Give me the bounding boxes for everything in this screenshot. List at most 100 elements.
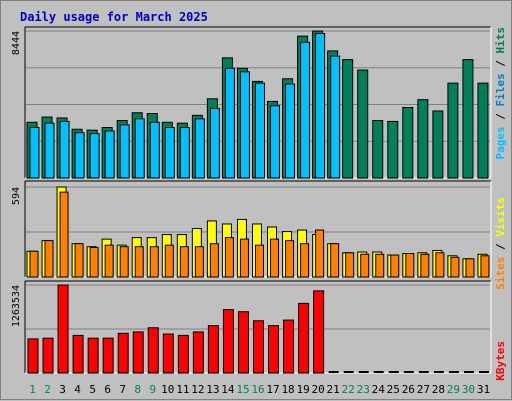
sites-bar	[89, 246, 99, 278]
kbytes-bar	[102, 337, 114, 374]
day-label: 4	[74, 383, 81, 396]
sites-bar	[390, 254, 400, 278]
sites-bar	[375, 253, 385, 278]
kbytes-bar	[283, 319, 295, 374]
files-bar	[29, 127, 40, 179]
day-label: 29	[447, 383, 460, 396]
sites-bar	[74, 243, 84, 278]
legend-kbytes: KBytes	[494, 341, 507, 381]
day-label: 20	[312, 383, 325, 396]
sites-bar	[420, 253, 430, 278]
sites-bar	[465, 258, 475, 278]
day-label: 7	[119, 383, 126, 396]
day-label: 27	[417, 383, 430, 396]
hits-bar	[462, 59, 474, 179]
kbytes-bar	[222, 309, 234, 374]
hits-bar	[402, 106, 414, 179]
kbytes-bar	[147, 327, 159, 374]
day-label: 9	[149, 383, 156, 396]
sites-bar	[300, 243, 310, 278]
legend-pages-files-hits: Pages / Files / Hits	[494, 27, 507, 160]
kbytes-bar	[87, 337, 99, 374]
sites-bar	[435, 252, 445, 278]
sites-bar	[315, 229, 325, 278]
legend-part: Visits	[494, 197, 507, 237]
sites-bar	[345, 252, 355, 278]
sites-bar	[239, 238, 249, 278]
kbytes-bar	[192, 331, 204, 374]
kbytes-bar	[27, 338, 39, 374]
day-label: 18	[281, 383, 294, 396]
day-label: 2	[44, 383, 51, 396]
day-label: 21	[327, 383, 340, 396]
day-label: 12	[191, 383, 204, 396]
files-bar	[179, 127, 190, 179]
kbytes-bar	[162, 333, 174, 374]
files-bar	[209, 107, 220, 179]
y-max-label-hits: 8444	[11, 31, 22, 55]
sites-bar	[330, 243, 340, 278]
files-bar	[134, 118, 145, 179]
day-label: 8	[134, 383, 141, 396]
files-bar	[89, 133, 100, 179]
files-bar	[194, 118, 205, 179]
sites-bar	[149, 246, 159, 278]
day-label: 28	[432, 383, 445, 396]
sites-bar	[29, 250, 39, 278]
kbytes-bar	[177, 334, 189, 374]
kbytes-bar	[298, 302, 310, 374]
kbytes-bar	[313, 290, 325, 374]
hits-bar	[357, 69, 369, 179]
hits-bar	[432, 110, 444, 179]
hits-bar	[417, 99, 429, 179]
sites-bar	[285, 240, 295, 278]
files-bar	[239, 71, 250, 179]
day-label: 31	[477, 383, 490, 396]
chart-title: Daily usage for March 2025	[20, 10, 208, 24]
sites-bar	[405, 253, 415, 278]
day-label: 23	[357, 383, 370, 396]
sites-bar	[270, 238, 280, 278]
kbytes-bar	[57, 284, 69, 374]
sites-bar	[59, 191, 69, 278]
files-bar	[254, 82, 265, 179]
sites-bar	[134, 246, 144, 278]
day-label: 26	[402, 383, 415, 396]
legend-part: Files	[494, 73, 507, 106]
day-label: 1	[29, 383, 36, 396]
files-bar	[330, 55, 341, 179]
legend-part: Hits	[494, 27, 507, 54]
day-label: 5	[89, 383, 96, 396]
kbytes-bar	[132, 331, 144, 374]
sites-bar	[164, 244, 174, 278]
kbytes-bar	[252, 320, 264, 374]
sites-bar	[480, 255, 490, 278]
files-bar	[164, 127, 175, 179]
files-bar	[270, 105, 281, 179]
sites-bar	[44, 240, 54, 278]
sites-bar	[104, 244, 114, 278]
files-bar	[59, 120, 70, 179]
kbytes-bar	[237, 311, 249, 374]
files-bar	[224, 67, 235, 179]
files-bar	[119, 124, 130, 179]
hits-bar	[387, 120, 399, 179]
sites-bar	[194, 246, 204, 278]
legend-sites-visits: Sites / Visits	[494, 197, 507, 290]
sites-bar	[360, 253, 370, 278]
legend-part: Pages	[494, 126, 507, 159]
sites-bar	[209, 243, 219, 278]
day-label: 10	[161, 383, 174, 396]
files-bar	[285, 83, 296, 179]
kbytes-bar	[268, 325, 280, 374]
sites-bar	[119, 246, 129, 278]
kbytes-bar	[72, 334, 84, 374]
sites-bar	[179, 246, 189, 278]
kbytes-bar	[42, 337, 54, 374]
files-bar	[149, 121, 160, 179]
legend-part: /	[494, 54, 507, 74]
day-label: 24	[372, 383, 386, 396]
sites-bar	[450, 256, 460, 278]
